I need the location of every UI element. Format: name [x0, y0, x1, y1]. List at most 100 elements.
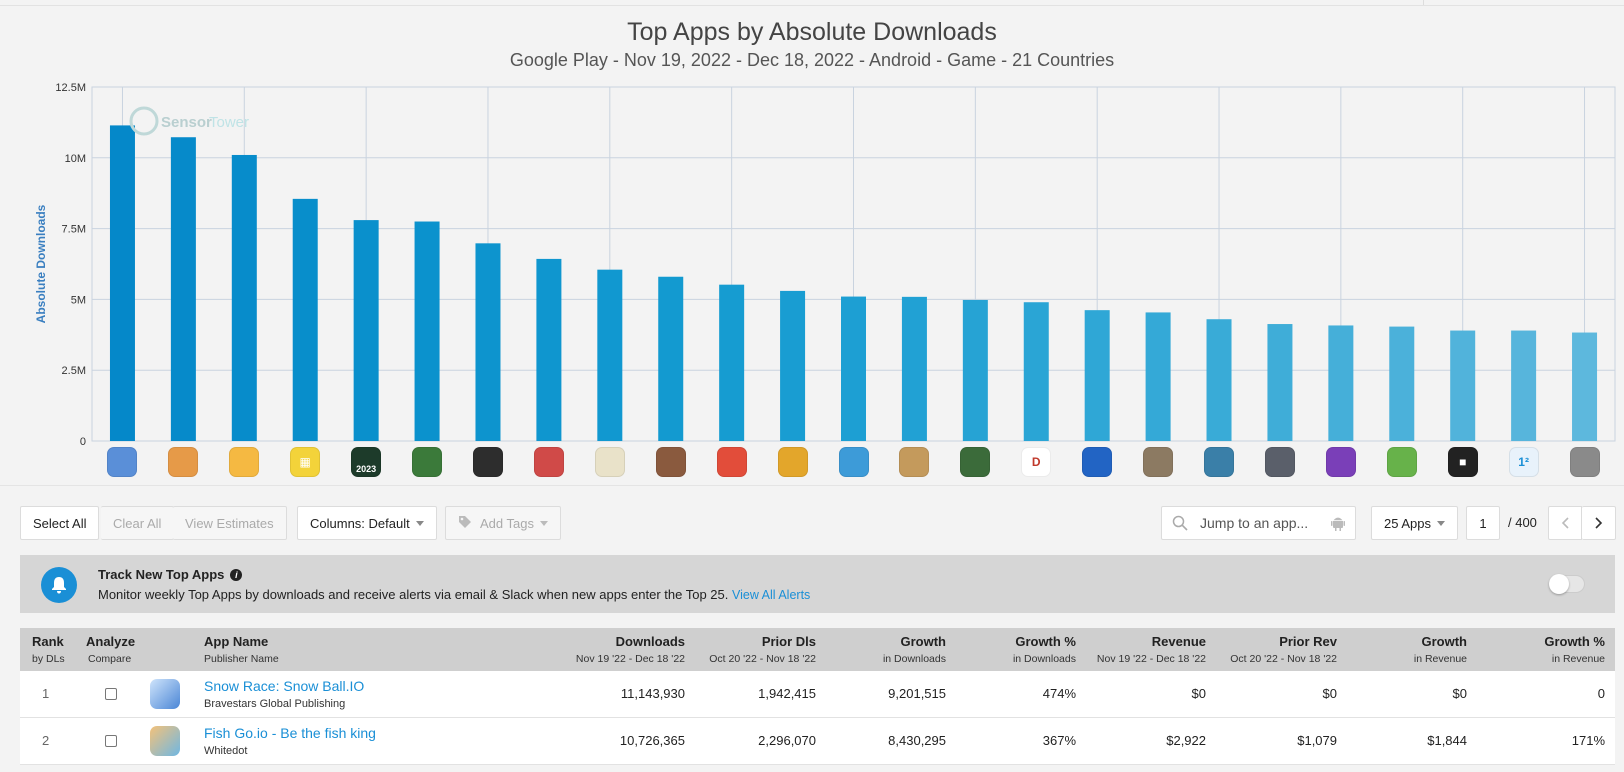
- ball-run-icon[interactable]: [1082, 447, 1113, 477]
- tank-icon[interactable]: [1264, 447, 1295, 477]
- bar: [901, 296, 927, 441]
- prior-rev-cell: $1,079: [1297, 733, 1337, 748]
- bell-icon: [41, 567, 77, 603]
- bar: [597, 269, 623, 441]
- col-downloads[interactable]: Downloads Nov 19 '22 - Dec 18 '22: [575, 634, 685, 665]
- watermark-text-2: Tower: [209, 114, 249, 131]
- view-all-alerts-link[interactable]: View All Alerts: [732, 588, 811, 602]
- roblox-icon[interactable]: ■: [1447, 447, 1478, 477]
- puzzle-icon[interactable]: [838, 447, 869, 477]
- downloads-cell: 10,726,365: [619, 733, 685, 748]
- page-number-input[interactable]: 1: [1466, 506, 1500, 540]
- subway-surfers-icon[interactable]: [229, 447, 260, 477]
- y-tick-label: 2.5M: [62, 365, 86, 377]
- growth-cell: 8,430,295: [888, 733, 946, 748]
- y-tick-label: 10M: [65, 153, 86, 165]
- revenue-cell: $2,922: [1166, 733, 1206, 748]
- col-prior-dls[interactable]: Prior Dls Oct 20 '22 - Nov 18 '22: [709, 634, 816, 665]
- y-tick-label: 7.5M: [62, 224, 86, 236]
- compare-checkbox[interactable]: [105, 688, 117, 700]
- publisher-name[interactable]: Bravestars Global Publishing: [204, 698, 346, 710]
- bike-race-icon[interactable]: [412, 447, 443, 477]
- sonic-icon[interactable]: [533, 447, 564, 477]
- bar: [962, 299, 988, 441]
- view-estimates-button[interactable]: View Estimates: [173, 506, 287, 540]
- snow-race-icon[interactable]: [150, 679, 180, 709]
- col-growth-pct-downloads[interactable]: Growth % in Downloads: [1012, 634, 1076, 665]
- bar: [1328, 325, 1354, 441]
- bar-chart: 0 2.5M 5M 7.5M 10M 12.5M Absolute Downloads Sen…: [34, 82, 1616, 445]
- col-revenue[interactable]: Revenue Nov 19 '22 - Dec 18 '22: [1096, 634, 1206, 665]
- alerts-toggle[interactable]: [1549, 574, 1585, 594]
- car-racing-icon[interactable]: [1204, 447, 1235, 477]
- sensortower-logo-icon: [129, 106, 159, 136]
- clear-all-button[interactable]: Clear All: [101, 506, 175, 540]
- app-name-link[interactable]: Snow Race: Snow Ball.IO: [204, 678, 365, 694]
- bubble-shooter-icon[interactable]: [1325, 447, 1356, 477]
- bar: [1511, 330, 1537, 441]
- publisher-name[interactable]: Whitedot: [204, 745, 248, 757]
- col-app-name[interactable]: App Name Publisher Name: [204, 634, 279, 665]
- growth-rev-cell: $1,844: [1427, 733, 1467, 748]
- compare-checkbox[interactable]: [105, 735, 117, 747]
- col-growth-downloads[interactable]: Growth in Downloads: [882, 634, 946, 665]
- bar: [414, 221, 440, 441]
- col-rank[interactable]: Rank by DLs: [32, 634, 65, 665]
- table-header: Rank by DLs Analyze Compare App Name Publis…: [20, 628, 1615, 671]
- table-row[interactable]: 2 Fish Go.io - Be the fish king Whitedot…: [20, 718, 1615, 765]
- next-page-button[interactable]: [1582, 506, 1616, 540]
- candy-icon[interactable]: [716, 447, 747, 477]
- bar: [1023, 302, 1049, 441]
- shooter-icon[interactable]: [472, 447, 503, 477]
- soccer-icon[interactable]: [960, 447, 991, 477]
- math-icon[interactable]: 1²: [1508, 447, 1539, 477]
- bar: [1389, 326, 1415, 441]
- temple-run-icon[interactable]: [777, 447, 808, 477]
- downloads-cell: 11,143,930: [620, 686, 685, 701]
- col-growth-revenue[interactable]: Growth in Revenue: [1413, 634, 1467, 665]
- col-growth-pct-revenue[interactable]: Growth % in Revenue: [1544, 634, 1605, 665]
- bar: [536, 258, 562, 441]
- growth-cell: 9,201,515: [888, 686, 946, 701]
- prior-dls-cell: 2,296,070: [758, 733, 816, 748]
- block-craft-icon[interactable]: [655, 447, 686, 477]
- prev-page-button[interactable]: [1548, 506, 1582, 540]
- apps-per-page-dropdown[interactable]: 25 Apps: [1371, 506, 1458, 540]
- bar: [719, 284, 745, 441]
- dream11-icon[interactable]: D: [1021, 447, 1052, 477]
- dls-2023-icon[interactable]: 2023: [351, 447, 382, 477]
- bar: [475, 243, 501, 441]
- search-icon: [1172, 515, 1188, 531]
- bar: [231, 154, 257, 441]
- bar: [1206, 319, 1232, 441]
- top-border: [0, 0, 1624, 6]
- ludo-icon[interactable]: ▦: [290, 447, 321, 477]
- bar: [841, 296, 866, 441]
- bar: [1084, 310, 1110, 441]
- info-icon[interactable]: i: [230, 569, 243, 581]
- app-search-input[interactable]: Jump to an app...: [1161, 506, 1356, 540]
- battle-icon[interactable]: [1143, 447, 1174, 477]
- chart-title: Top Apps by Absolute Downloads: [627, 18, 997, 46]
- page-number-value: 1: [1479, 515, 1487, 531]
- col-prior-rev[interactable]: Prior Rev Oct 20 '22 - Nov 18 '22: [1230, 634, 1337, 665]
- clear-all-label: Clear All: [113, 515, 162, 531]
- chevron-down-icon: [539, 520, 548, 526]
- snow-race-icon[interactable]: [107, 447, 138, 477]
- table-row[interactable]: 1 Snow Race: Snow Ball.IO Bravestars Glo…: [20, 671, 1615, 718]
- fish-go-icon[interactable]: [168, 447, 199, 477]
- y-tick-label: 5M: [71, 294, 86, 306]
- fish-go-icon[interactable]: [150, 726, 180, 756]
- world-cup-icon[interactable]: [594, 447, 625, 477]
- rank-cell: 2: [42, 733, 50, 748]
- talking-tom-icon[interactable]: [1569, 447, 1600, 477]
- app-name-link[interactable]: Fish Go.io - Be the fish king: [204, 725, 376, 741]
- select-all-button[interactable]: Select All: [20, 506, 100, 540]
- hill-climb-icon[interactable]: [1386, 447, 1417, 477]
- chart-divider: [0, 485, 1624, 486]
- archer-icon[interactable]: [899, 447, 930, 477]
- add-tags-dropdown[interactable]: Add Tags: [445, 506, 561, 540]
- bar: [1450, 330, 1476, 441]
- columns-dropdown[interactable]: Columns: Default: [297, 506, 437, 540]
